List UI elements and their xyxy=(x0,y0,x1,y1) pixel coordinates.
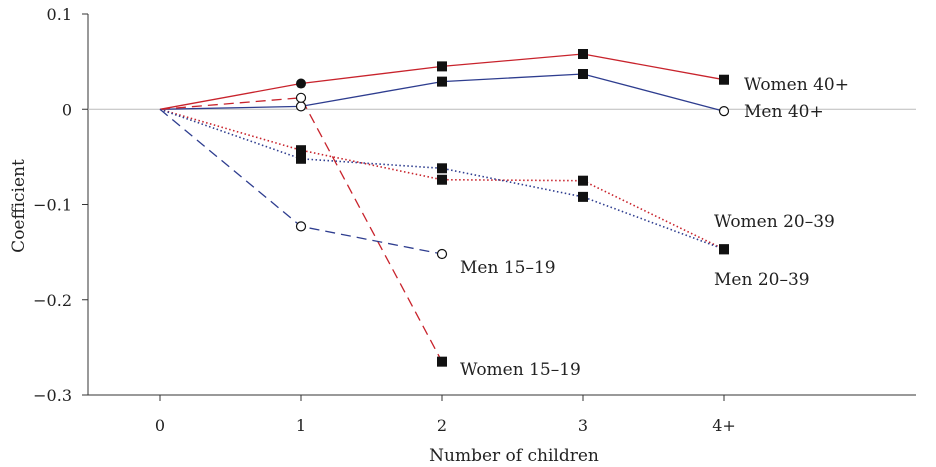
series-label: Women 15–19 xyxy=(460,360,581,380)
square-marker xyxy=(437,163,447,174)
series-lines xyxy=(159,53,725,363)
y-tick-label: −0.3 xyxy=(33,386,72,405)
square-marker xyxy=(296,145,306,156)
x-tick-label: 0 xyxy=(155,416,165,435)
square-marker xyxy=(719,244,729,255)
x-tick-label: 4+ xyxy=(712,416,736,435)
square-marker xyxy=(578,175,588,186)
series-line xyxy=(159,108,725,251)
series-label: Men 15–19 xyxy=(460,258,556,278)
square-marker xyxy=(296,153,306,164)
open-circle-marker xyxy=(295,101,307,112)
square-marker xyxy=(578,49,588,60)
axes: 0.1 0 −0.1 −0.2 −0.3 0 1 2 3 4+ xyxy=(33,5,916,435)
x-tick-label: 3 xyxy=(578,416,588,435)
filled-circle-marker xyxy=(296,78,306,89)
series-line xyxy=(159,108,443,255)
x-tick-label: 1 xyxy=(296,416,306,435)
x-tick-label: 2 xyxy=(437,416,447,435)
square-marker xyxy=(437,76,447,87)
square-marker xyxy=(719,74,729,85)
series-label: Women 40+ xyxy=(744,75,849,95)
series-label: Women 20–39 xyxy=(714,212,835,232)
square-marker xyxy=(578,191,588,202)
open-circle-marker xyxy=(295,221,307,232)
y-tick-label: −0.2 xyxy=(33,291,72,310)
series-label: Men 40+ xyxy=(744,102,824,122)
series-line xyxy=(159,97,443,363)
series-markers xyxy=(295,49,730,367)
open-circle-marker xyxy=(718,106,730,117)
square-marker xyxy=(437,174,447,185)
y-tick-label: 0 xyxy=(62,100,72,119)
open-circle-marker xyxy=(436,248,448,260)
open-circle-marker xyxy=(295,92,307,103)
y-tick-label: −0.1 xyxy=(33,196,72,215)
y-tick-label: 0.1 xyxy=(47,5,72,24)
series-line xyxy=(159,108,725,251)
series-labels: Women 40+ Men 40+ Women 20–39 Men 20–39 Wome… xyxy=(460,75,849,380)
square-marker xyxy=(437,356,447,367)
square-marker xyxy=(437,61,447,72)
x-axis-title: Number of children xyxy=(429,446,599,466)
square-marker xyxy=(578,69,588,80)
y-axis-title: Coefficient xyxy=(9,159,29,253)
series-label: Men 20–39 xyxy=(714,270,810,290)
